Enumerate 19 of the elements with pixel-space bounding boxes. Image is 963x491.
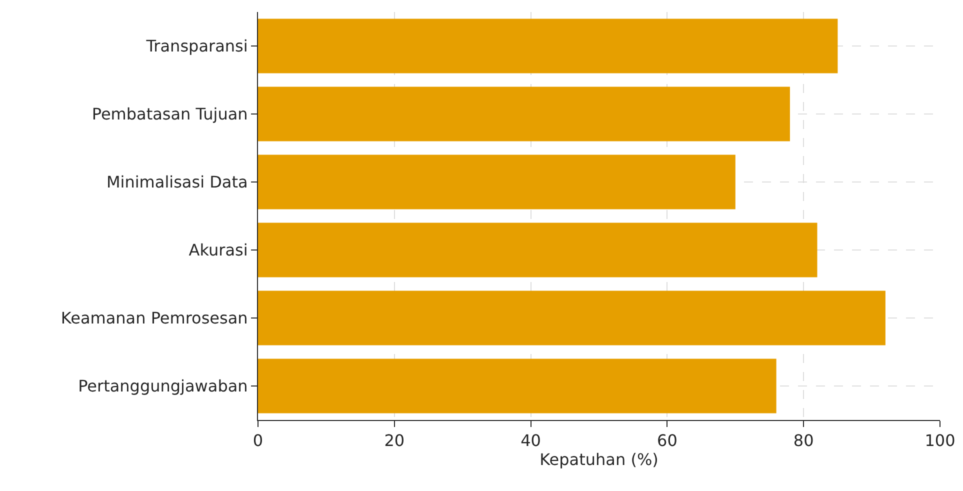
y-tick-label: Pertanggungjawaban [78, 376, 248, 396]
x-tick-label: 0 [252, 431, 264, 450]
y-tick-label: Keamanan Pemrosesan [60, 308, 248, 328]
x-axis-title: Kepatuhan (%) [540, 450, 658, 470]
bar [258, 290, 886, 346]
bar [258, 358, 776, 414]
y-tick-label: Minimalisasi Data [106, 172, 248, 192]
x-tick-label: 60 [657, 431, 678, 450]
x-tick-label: 40 [520, 431, 541, 450]
y-tick-label: Transparansi [145, 36, 248, 56]
y-tick-label: Pembatasan Tujuan [92, 104, 248, 124]
x-tick-label: 100 [924, 431, 956, 450]
bar [258, 18, 838, 74]
y-tick-label: Akurasi [188, 240, 248, 260]
x-tick-label: 80 [793, 431, 814, 450]
x-tick-label: 20 [384, 431, 405, 450]
bar [258, 86, 790, 142]
bar [258, 222, 818, 278]
bar [258, 154, 736, 210]
